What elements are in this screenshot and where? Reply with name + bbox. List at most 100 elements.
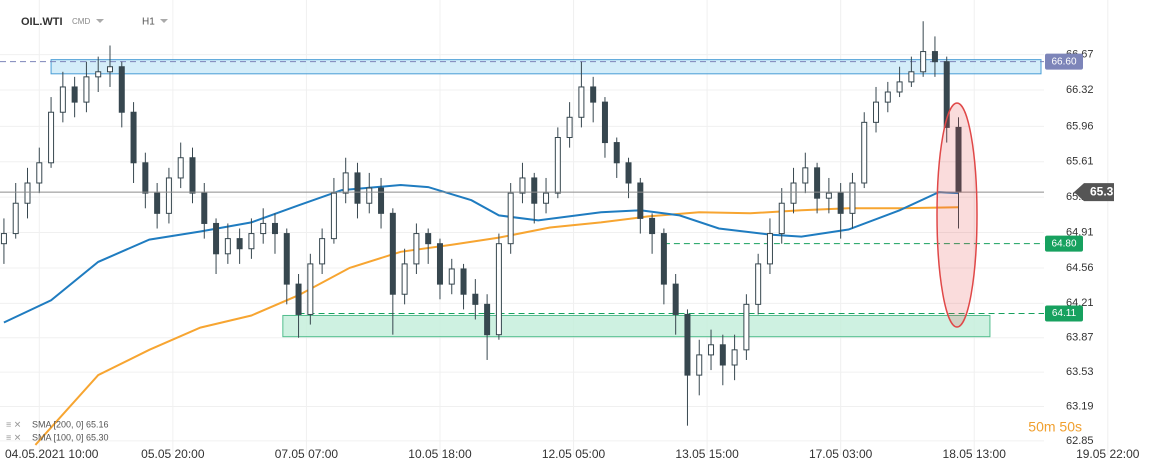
candle-body <box>554 137 561 194</box>
y-tick-label: 64.91 <box>1066 226 1094 238</box>
candle-body <box>260 222 267 235</box>
candle-body <box>920 51 927 73</box>
candle-body <box>531 177 538 204</box>
candle-body <box>884 91 891 103</box>
candle-body <box>330 192 337 240</box>
candle-body <box>248 233 255 250</box>
dropdown-icon[interactable] <box>160 19 168 23</box>
candle-body <box>283 233 290 285</box>
candle-body <box>743 303 750 351</box>
candle-body <box>83 76 90 103</box>
candle-body <box>295 283 302 315</box>
plot <box>0 0 1109 455</box>
last-price-label: 65.31 <box>1090 184 1120 198</box>
candle-body <box>719 344 726 366</box>
candle-body <box>790 182 797 204</box>
candle-body <box>613 142 620 164</box>
y-tick-label: 62.85 <box>1066 435 1094 447</box>
candle-body <box>460 268 467 295</box>
candle-body <box>825 192 832 199</box>
y-tick-label: 66.32 <box>1066 84 1094 96</box>
candle-body <box>802 167 809 184</box>
candle-body <box>378 187 385 214</box>
candle-body <box>342 172 349 194</box>
legend-entry: SMA [100, 0] 65.30 <box>32 432 109 442</box>
candle-body <box>484 303 491 336</box>
y-tick-label: 64.56 <box>1066 262 1094 274</box>
candle-body <box>849 182 856 214</box>
candle-body <box>543 192 550 204</box>
y-tick-label: 65.61 <box>1066 156 1094 168</box>
highlight-ellipse <box>936 102 978 328</box>
legend-icon[interactable]: ≡ ✕ <box>6 419 21 429</box>
candle-body <box>766 233 773 265</box>
y-tick-label: 63.53 <box>1066 366 1094 378</box>
candle-body <box>778 202 785 235</box>
candle-body <box>71 86 78 103</box>
candle-body <box>401 263 408 295</box>
level-label: 64.11 <box>1052 308 1077 319</box>
candle-body <box>236 238 243 250</box>
candle-body <box>59 86 66 113</box>
level-label: 66.60 <box>1051 56 1076 67</box>
x-tick-label: 07.05 07:00 <box>275 447 339 461</box>
countdown: 50m 50s <box>1028 419 1082 435</box>
candle-body <box>0 233 7 245</box>
candle-body <box>154 192 161 214</box>
candle-body <box>578 86 585 118</box>
candle-body <box>448 268 455 285</box>
candle-body <box>425 233 432 245</box>
candle-body <box>660 233 667 285</box>
candle-body <box>177 157 184 179</box>
candle-body <box>142 162 149 194</box>
x-tick-label: 04.05.2021 10:00 <box>5 447 99 461</box>
candle-body <box>118 66 125 113</box>
y-tick-label: 63.19 <box>1066 400 1094 412</box>
candle-body <box>106 66 113 73</box>
interval[interactable]: H1 <box>142 17 155 28</box>
y-tick-label: 63.87 <box>1066 332 1094 344</box>
sma-line <box>3 183 959 324</box>
legend-entry: SMA [200, 0] 65.16 <box>32 419 109 429</box>
candle-body <box>12 202 19 235</box>
candle-body <box>165 177 172 214</box>
candle-body <box>201 192 208 224</box>
x-tick-label: 17.05 03:00 <box>809 447 873 461</box>
level-label-bg <box>1045 305 1083 322</box>
candle-body <box>684 313 691 376</box>
x-tick-label: 19.05 22:00 <box>1076 447 1140 461</box>
candle-body <box>566 116 573 139</box>
candle-body <box>755 263 762 305</box>
x-tick-label: 05.05 20:00 <box>141 447 205 461</box>
candle-body <box>319 238 326 265</box>
symbol[interactable]: OIL.WTI <box>21 16 63 28</box>
candle-body <box>472 293 479 305</box>
candle-body <box>36 162 43 184</box>
market: CMD <box>72 17 90 26</box>
candle-body <box>413 233 420 265</box>
legend-icon[interactable]: ≡ ✕ <box>6 432 21 442</box>
candle-body <box>814 167 821 199</box>
candle-body <box>625 162 632 184</box>
candle-body <box>873 101 880 123</box>
candle-body <box>896 81 903 93</box>
candle-body <box>95 71 102 78</box>
level-label-bg <box>1045 53 1083 70</box>
x-tick-label: 10.05 18:00 <box>408 447 472 461</box>
zone <box>50 59 1042 75</box>
candle-body <box>130 111 137 164</box>
candle-body <box>590 86 597 103</box>
candle-body <box>696 354 703 376</box>
candle-body <box>366 187 373 204</box>
candle-body <box>24 182 31 204</box>
candle-body <box>637 182 644 219</box>
last-price-tag <box>1074 183 1114 202</box>
candle-body <box>837 192 844 214</box>
candle-body <box>672 283 679 315</box>
candle-body <box>708 344 715 356</box>
candle-body <box>48 111 55 164</box>
x-tick-label: 12.05 05:00 <box>542 447 606 461</box>
dropdown-icon[interactable] <box>96 19 104 23</box>
